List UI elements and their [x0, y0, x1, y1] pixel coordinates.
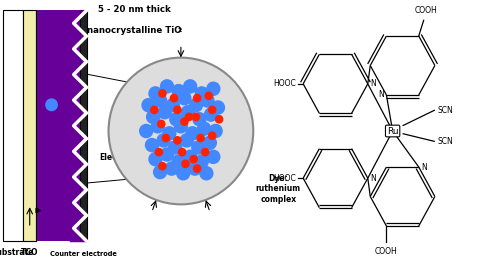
Circle shape [155, 149, 163, 156]
Circle shape [200, 167, 213, 180]
Circle shape [181, 106, 194, 119]
Circle shape [186, 127, 199, 140]
Circle shape [151, 120, 164, 133]
Circle shape [202, 149, 209, 156]
Text: 5 - 20 nm thick: 5 - 20 nm thick [98, 5, 171, 14]
Circle shape [195, 87, 208, 100]
Circle shape [108, 58, 253, 204]
Circle shape [158, 106, 171, 119]
Circle shape [140, 124, 153, 138]
Text: HOOC: HOOC [273, 174, 296, 183]
Bar [36, 10, 80, 241]
Circle shape [182, 160, 189, 167]
Circle shape [147, 110, 160, 123]
Circle shape [209, 132, 216, 139]
Circle shape [163, 127, 176, 140]
Circle shape [193, 95, 201, 102]
Circle shape [205, 108, 218, 121]
Text: nanocrystalline TiO: nanocrystalline TiO [87, 26, 181, 35]
Circle shape [174, 120, 187, 133]
Text: N: N [421, 162, 427, 172]
Circle shape [195, 155, 208, 168]
Circle shape [174, 137, 181, 144]
Circle shape [142, 99, 155, 112]
Circle shape [188, 162, 201, 175]
Circle shape [178, 149, 186, 156]
Circle shape [193, 113, 206, 126]
Text: COOH: COOH [375, 247, 398, 256]
Circle shape [212, 101, 225, 114]
Circle shape [207, 82, 220, 95]
Text: TCO: TCO [21, 248, 38, 257]
Circle shape [162, 134, 169, 142]
Circle shape [149, 87, 162, 100]
Circle shape [46, 99, 57, 111]
Circle shape [161, 148, 173, 161]
Circle shape [151, 106, 158, 113]
Text: Electrolyte: Electrolyte [99, 153, 147, 162]
Circle shape [207, 150, 220, 163]
Circle shape [154, 166, 166, 179]
Circle shape [158, 120, 165, 128]
Circle shape [192, 141, 205, 154]
Circle shape [205, 92, 212, 100]
Circle shape [189, 99, 202, 112]
Text: SCN: SCN [437, 106, 453, 114]
Circle shape [185, 113, 193, 121]
Circle shape [203, 136, 216, 149]
Text: N: N [370, 79, 376, 88]
Circle shape [161, 80, 173, 93]
Circle shape [157, 134, 170, 147]
Circle shape [170, 113, 183, 126]
Text: SCN: SCN [437, 137, 453, 146]
Circle shape [193, 165, 201, 172]
Circle shape [184, 150, 197, 163]
Circle shape [172, 155, 185, 168]
Circle shape [172, 85, 185, 98]
Circle shape [209, 106, 216, 113]
Circle shape [149, 153, 162, 166]
Circle shape [165, 162, 178, 175]
Circle shape [146, 139, 159, 152]
Circle shape [216, 116, 223, 123]
Text: Dye:
ruthenium
complex: Dye: ruthenium complex [256, 174, 301, 204]
Circle shape [192, 113, 200, 121]
Circle shape [201, 94, 214, 107]
Text: HOOC: HOOC [273, 79, 296, 88]
Bar [80, 10, 86, 241]
Circle shape [178, 92, 191, 105]
Circle shape [198, 122, 211, 135]
Text: Substrate: Substrate [0, 248, 34, 257]
Circle shape [184, 80, 197, 93]
Circle shape [177, 167, 190, 180]
Circle shape [166, 99, 179, 112]
Circle shape [190, 156, 197, 163]
Text: COOH: COOH [415, 6, 437, 15]
Text: Counter electrode: Counter electrode [50, 251, 117, 257]
Bar [23, 10, 36, 241]
Text: Ru: Ru [387, 127, 399, 135]
Text: N: N [370, 174, 376, 183]
Text: N: N [378, 90, 384, 100]
Circle shape [181, 118, 188, 125]
Circle shape [180, 134, 193, 147]
Circle shape [154, 94, 166, 107]
Circle shape [170, 95, 177, 102]
Circle shape [168, 141, 181, 154]
Circle shape [159, 162, 166, 170]
Circle shape [209, 124, 222, 138]
Bar [2, 10, 23, 241]
Circle shape [174, 106, 181, 113]
Text: 2: 2 [177, 28, 181, 32]
Circle shape [159, 90, 166, 97]
Circle shape [197, 134, 204, 142]
